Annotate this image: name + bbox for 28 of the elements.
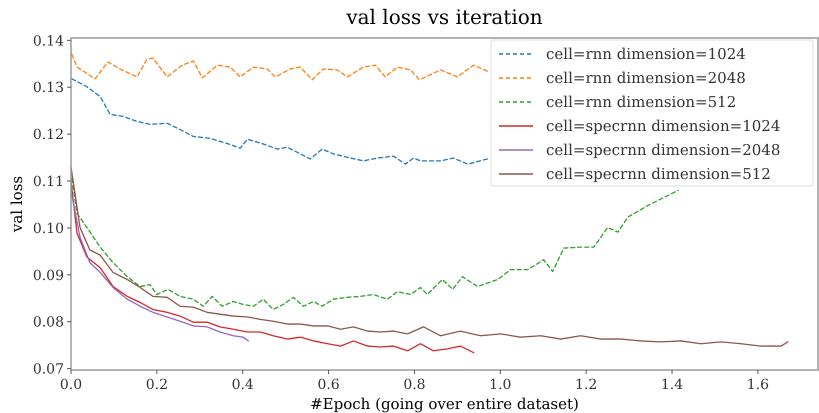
legend-label: cell=specrnn dimension=1024 bbox=[546, 117, 780, 135]
y-axis-title: val loss bbox=[8, 176, 26, 234]
x-tick-label: 1.6 bbox=[746, 377, 770, 393]
x-tick-label: 0.4 bbox=[232, 377, 254, 393]
chart-title: val loss vs iteration bbox=[345, 5, 543, 29]
legend-label: cell=rnn dimension=2048 bbox=[546, 69, 746, 87]
x-tick-label: 0.2 bbox=[146, 377, 168, 393]
legend-label: cell=specrnn dimension=2048 bbox=[546, 141, 780, 159]
y-tick-label: 0.10 bbox=[32, 220, 64, 237]
line-series bbox=[71, 78, 488, 165]
y-tick-label: 0.09 bbox=[32, 268, 64, 284]
x-tick-label: 0.6 bbox=[317, 377, 340, 393]
legend-label: cell=rnn dimension=512 bbox=[546, 93, 736, 111]
y-tick-label: 0.14 bbox=[32, 33, 64, 50]
y-tick-label: 0.12 bbox=[32, 127, 64, 144]
y-tick-label: 0.11 bbox=[32, 174, 64, 190]
legend-label: cell=specrnn dimension=512 bbox=[546, 165, 771, 183]
y-tick-label: 0.07 bbox=[32, 362, 64, 378]
y-tick-label: 0.08 bbox=[32, 314, 64, 331]
x-tick-label: 0.0 bbox=[60, 377, 82, 393]
x-tick-label: 1.2 bbox=[575, 377, 598, 393]
y-tick-label: 0.13 bbox=[32, 80, 64, 96]
line-series bbox=[71, 54, 490, 80]
x-tick-label: 1.0 bbox=[489, 377, 512, 393]
x-tick-label: 0.8 bbox=[403, 377, 426, 393]
legend-label: cell=rnn dimension=1024 bbox=[546, 45, 746, 63]
x-tick-label: 1.4 bbox=[660, 377, 684, 393]
x-axis-title: #Epoch (going over entire dataset) bbox=[310, 395, 579, 413]
